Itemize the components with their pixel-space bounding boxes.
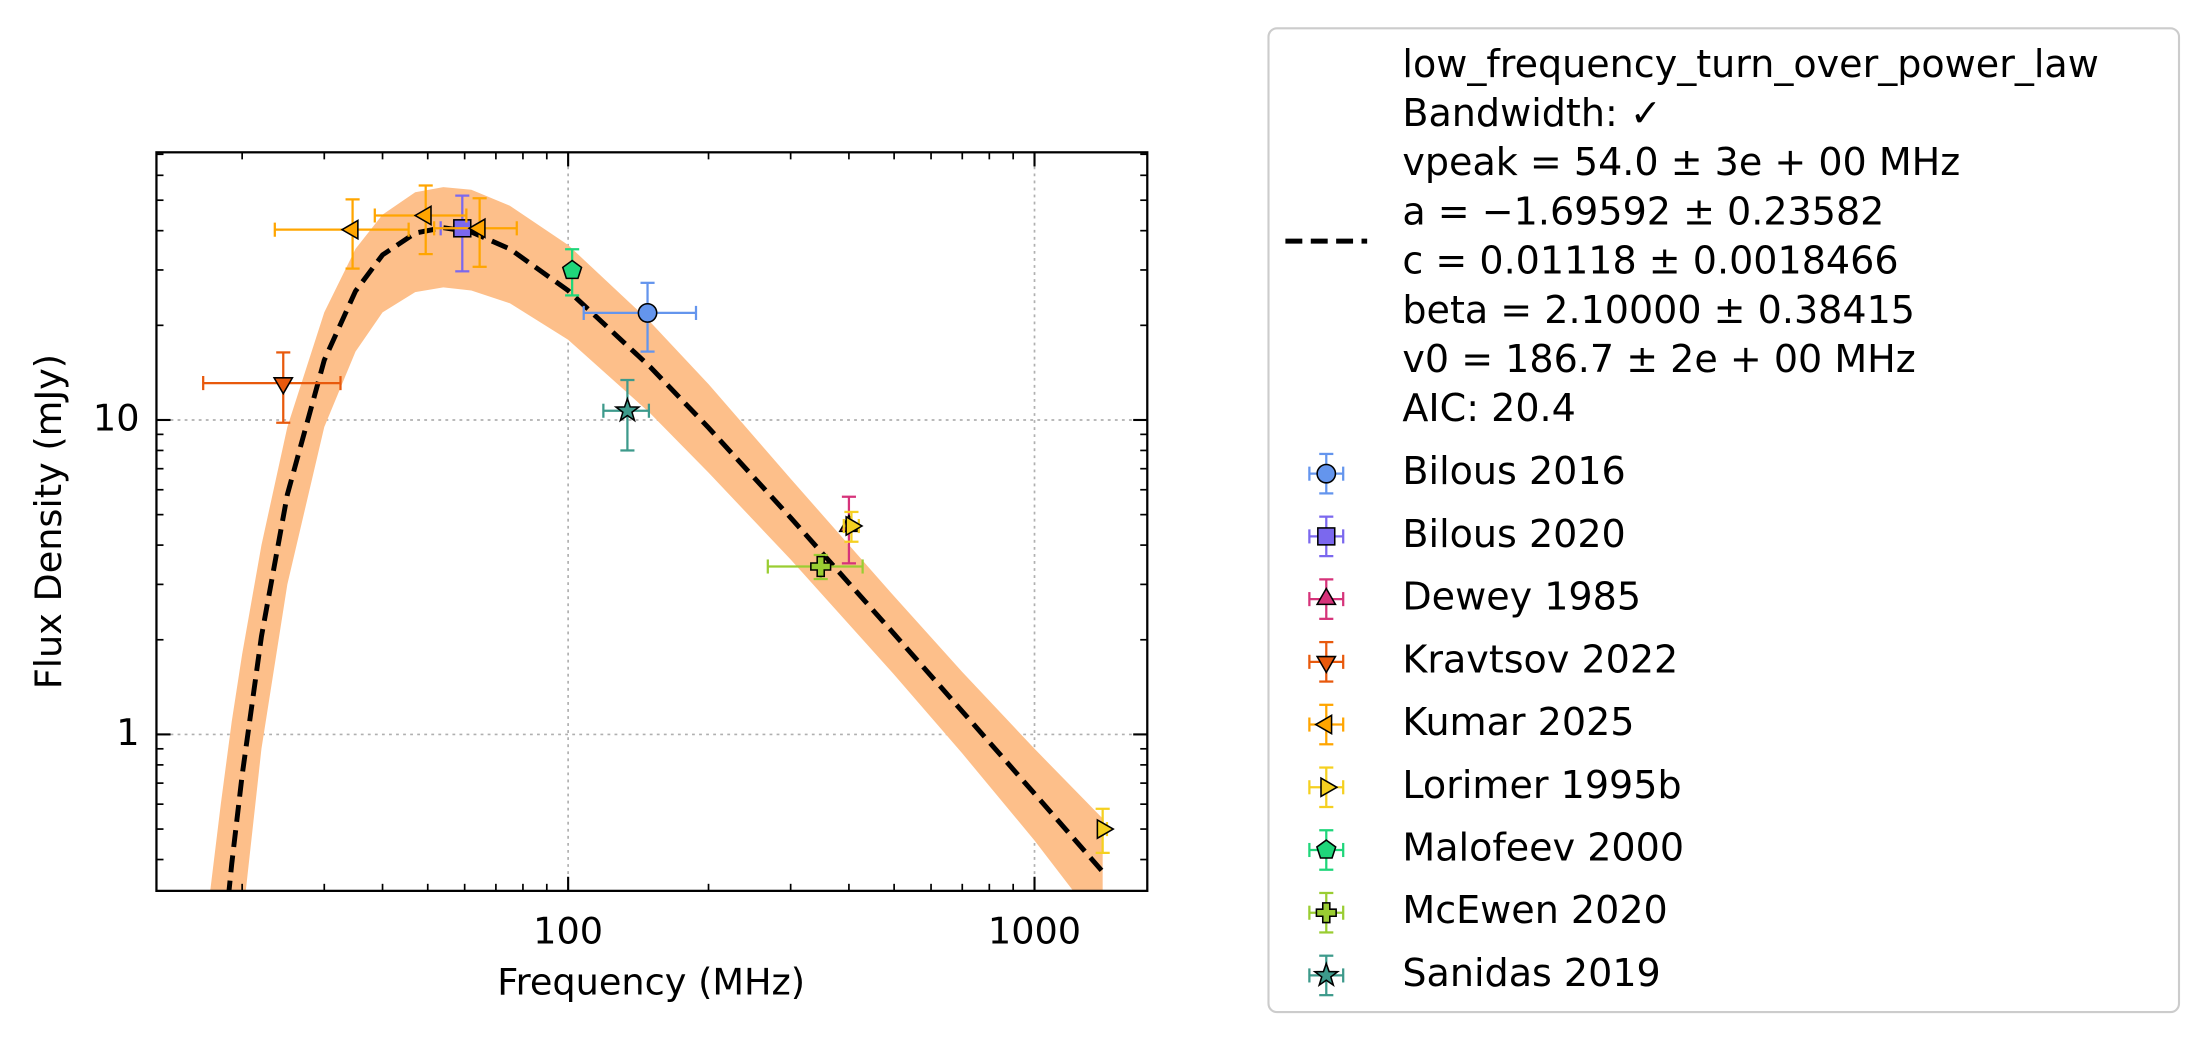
legend-label: Bandwidth: ✓	[1402, 91, 1661, 135]
legend-box	[1267, 27, 2181, 1014]
x-error-bar	[202, 376, 342, 391]
marker	[1096, 818, 1115, 840]
legend-label: McEwen 2020	[1402, 888, 1667, 932]
legend-label: low_frequency_turn_over_power_law	[1402, 42, 2098, 86]
legend-label: AIC: 20.4	[1402, 386, 1575, 430]
marker	[413, 204, 432, 227]
plot-area	[156, 152, 1148, 891]
legend-marker	[1317, 527, 1336, 546]
legend-label: Dewey 1985	[1402, 575, 1641, 619]
y-tick-label: 10	[93, 396, 140, 439]
legend-label: a = −1.69592 ± 0.23582	[1402, 189, 1884, 233]
y-tick-label: 1	[116, 711, 139, 754]
x-tick-label: 100	[533, 910, 603, 953]
legend-label: Lorimer 1995b	[1402, 763, 1681, 807]
legend-label: Kumar 2025	[1402, 700, 1634, 744]
legend-label: v0 = 186.7 ± 2e + 00 MHz	[1402, 337, 1915, 381]
legend-label: beta = 2.10000 ± 0.38415	[1402, 288, 1915, 332]
legend-marker	[1316, 463, 1337, 484]
marker	[340, 219, 359, 241]
legend: low_frequency_turn_over_power_law Bandwid…	[1285, 42, 2099, 997]
legend-label: Bilous 2016	[1402, 449, 1625, 493]
marker	[272, 377, 294, 396]
x-axis-label: Frequency (MHz)	[497, 960, 805, 1003]
marker	[467, 217, 486, 239]
marker	[845, 515, 864, 537]
legend-marker	[1320, 776, 1339, 798]
legend-marker	[1312, 961, 1340, 988]
plot-frame	[155, 151, 1149, 892]
marker	[613, 396, 642, 423]
legend-label: Kravtsov 2022	[1402, 637, 1678, 681]
legend-label: c = 0.01118 ± 0.0018466	[1402, 239, 1898, 283]
legend-error-bar	[1308, 578, 1345, 620]
marker	[561, 259, 583, 280]
legend-label: Sanidas 2019	[1402, 951, 1660, 995]
legend-marker	[1315, 839, 1337, 859]
y-axis-label: Flux Density (mJy)	[27, 354, 70, 689]
marker	[810, 555, 832, 578]
legend-label: Bilous 2020	[1402, 512, 1625, 556]
legend-marker	[1315, 655, 1337, 674]
fit-curve	[226, 225, 1105, 891]
legend-marker	[1314, 714, 1333, 736]
axes: 100 1000 1 10	[93, 152, 1148, 953]
legend-marker	[1315, 586, 1337, 606]
legend-label: Malofeev 2000	[1402, 825, 1684, 869]
legend-label: vpeak = 54.0 ± 3e + 00 MHz	[1402, 140, 1960, 184]
marker	[637, 302, 658, 323]
legend-marker	[1315, 902, 1337, 924]
x-tick-label: 1000	[988, 910, 1081, 953]
